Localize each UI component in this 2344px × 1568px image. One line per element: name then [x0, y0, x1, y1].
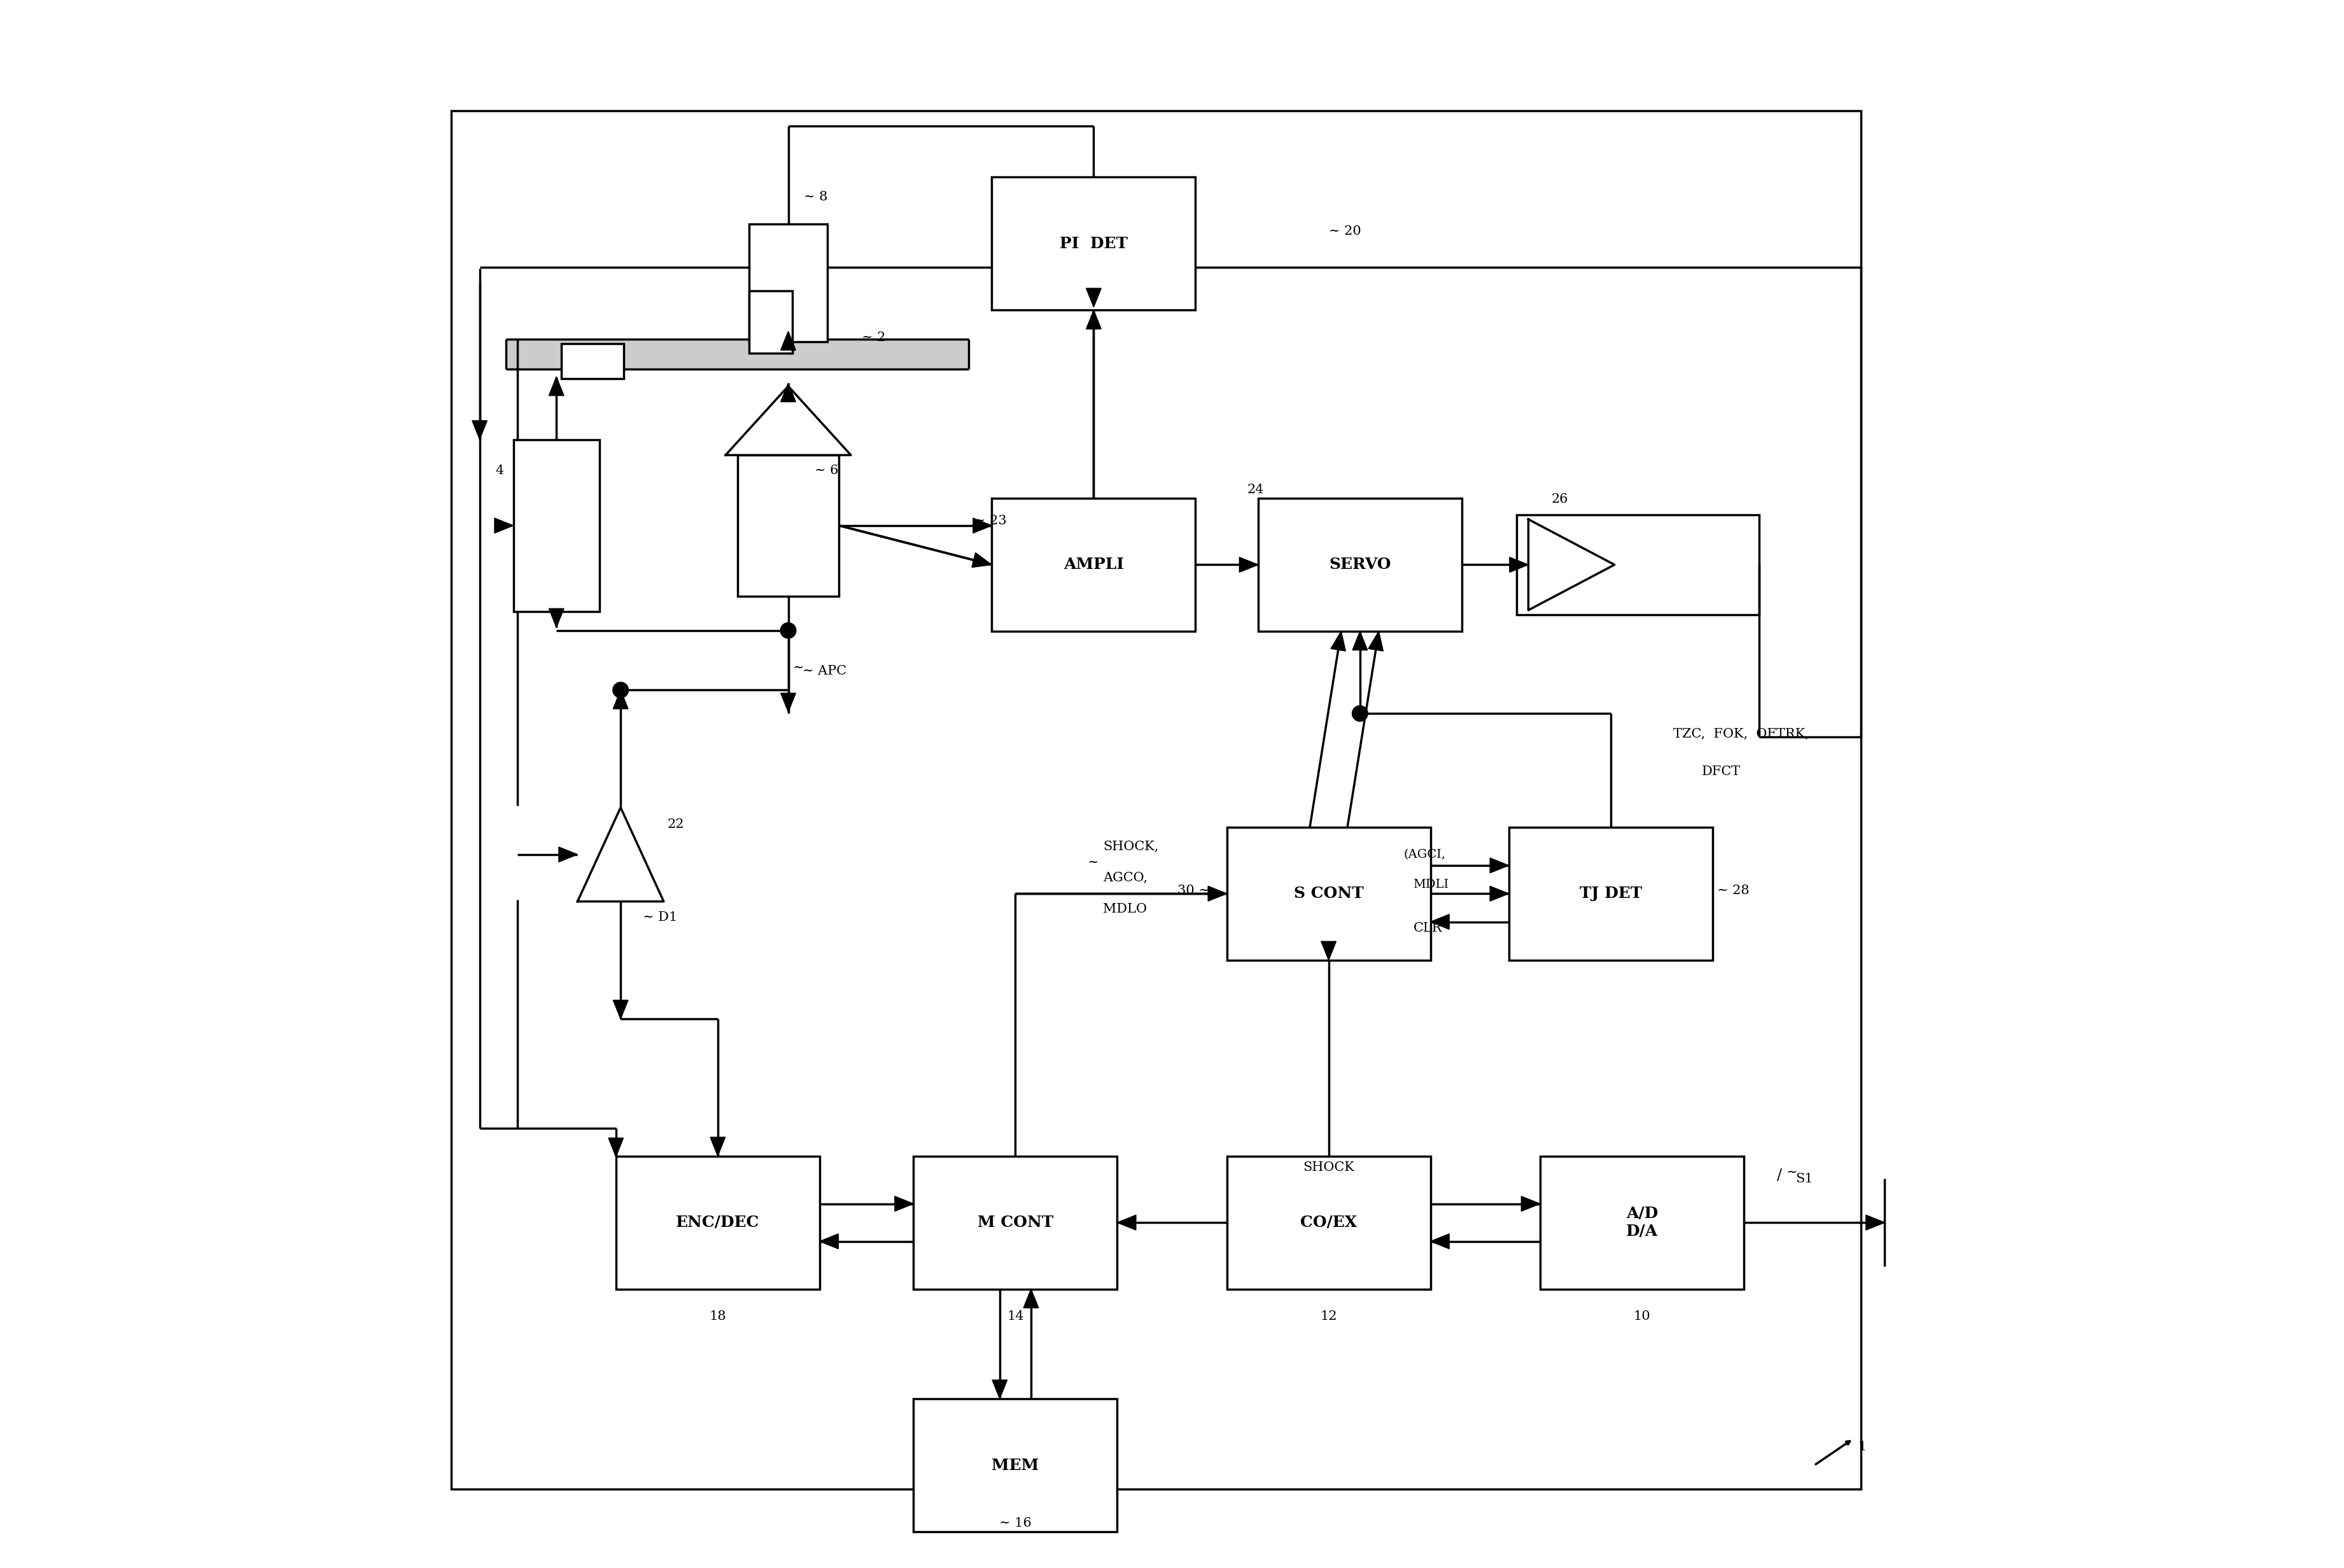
- FancyBboxPatch shape: [560, 343, 624, 378]
- Polygon shape: [471, 420, 488, 439]
- Polygon shape: [495, 517, 513, 533]
- FancyBboxPatch shape: [1226, 1156, 1430, 1289]
- FancyBboxPatch shape: [914, 1399, 1118, 1532]
- Polygon shape: [781, 331, 795, 350]
- Polygon shape: [577, 808, 663, 902]
- Polygon shape: [727, 386, 851, 455]
- Text: TZC,  FOK,  OFTRK,: TZC, FOK, OFTRK,: [1674, 728, 1810, 740]
- Polygon shape: [548, 608, 565, 627]
- Text: /: /: [1777, 1168, 1781, 1182]
- Text: ~: ~: [792, 662, 804, 674]
- Polygon shape: [1510, 557, 1528, 572]
- FancyBboxPatch shape: [616, 1156, 820, 1289]
- Text: M CONT: M CONT: [977, 1215, 1052, 1231]
- Polygon shape: [614, 690, 628, 709]
- Polygon shape: [781, 383, 795, 401]
- Text: ~ 16: ~ 16: [999, 1518, 1031, 1529]
- Polygon shape: [1491, 886, 1510, 902]
- Text: ENC/DEC: ENC/DEC: [675, 1215, 759, 1231]
- Text: CO/EX: CO/EX: [1301, 1215, 1357, 1231]
- Text: ~ 20: ~ 20: [1329, 226, 1362, 237]
- FancyBboxPatch shape: [992, 177, 1195, 310]
- Polygon shape: [1528, 519, 1615, 610]
- Polygon shape: [1085, 289, 1102, 307]
- Circle shape: [781, 622, 797, 638]
- Text: A/D
D/A: A/D D/A: [1627, 1206, 1657, 1239]
- Text: 30 ~: 30 ~: [1177, 884, 1210, 897]
- Text: MDLO: MDLO: [1104, 903, 1146, 916]
- Text: 12: 12: [1320, 1311, 1336, 1322]
- Text: 14: 14: [1008, 1311, 1024, 1322]
- Polygon shape: [1521, 1196, 1540, 1210]
- FancyBboxPatch shape: [738, 455, 839, 596]
- Text: S CONT: S CONT: [1294, 886, 1364, 902]
- FancyBboxPatch shape: [750, 290, 792, 353]
- Text: SHOCK: SHOCK: [1303, 1162, 1355, 1174]
- Polygon shape: [710, 1137, 724, 1156]
- Text: (AGCI,: (AGCI,: [1404, 848, 1446, 861]
- Text: CLR: CLR: [1413, 922, 1442, 935]
- Text: 22: 22: [668, 818, 684, 831]
- Text: ~: ~: [1786, 1167, 1798, 1179]
- Polygon shape: [1024, 1289, 1038, 1308]
- Polygon shape: [1369, 632, 1383, 651]
- Polygon shape: [1866, 1215, 1885, 1229]
- Text: 26: 26: [1552, 492, 1568, 505]
- Text: AMPLI: AMPLI: [1064, 557, 1123, 572]
- Text: 1: 1: [1859, 1441, 1866, 1452]
- Polygon shape: [1331, 632, 1345, 651]
- Polygon shape: [506, 339, 968, 368]
- Polygon shape: [1430, 1234, 1449, 1248]
- Polygon shape: [973, 517, 992, 533]
- Text: ~ 23: ~ 23: [975, 514, 1008, 527]
- Circle shape: [612, 682, 628, 698]
- Text: AGCO,: AGCO,: [1104, 872, 1149, 884]
- Polygon shape: [548, 376, 565, 395]
- Text: MDLI: MDLI: [1413, 878, 1449, 891]
- FancyBboxPatch shape: [1540, 1156, 1744, 1289]
- Text: 24: 24: [1247, 483, 1263, 495]
- Text: S1: S1: [1796, 1173, 1812, 1185]
- FancyBboxPatch shape: [914, 1156, 1118, 1289]
- Text: 10: 10: [1634, 1311, 1650, 1322]
- Polygon shape: [1430, 914, 1449, 930]
- Text: ~ 2: ~ 2: [863, 331, 886, 343]
- FancyBboxPatch shape: [750, 224, 827, 342]
- Text: 4: 4: [495, 464, 504, 477]
- Polygon shape: [973, 554, 992, 568]
- FancyBboxPatch shape: [1226, 826, 1430, 960]
- Text: SERVO: SERVO: [1329, 557, 1390, 572]
- Text: PI  DET: PI DET: [1059, 237, 1127, 251]
- FancyBboxPatch shape: [513, 439, 600, 612]
- Polygon shape: [609, 1138, 624, 1157]
- Text: ~ 28: ~ 28: [1718, 884, 1749, 897]
- Text: ~ APC: ~ APC: [802, 665, 846, 677]
- Text: ~ 6: ~ 6: [816, 464, 839, 477]
- Text: SHOCK,: SHOCK,: [1104, 840, 1158, 853]
- Text: TJ DET: TJ DET: [1580, 886, 1641, 902]
- Polygon shape: [1352, 632, 1367, 651]
- Text: DFCT: DFCT: [1702, 765, 1742, 778]
- Polygon shape: [1207, 886, 1226, 902]
- Polygon shape: [558, 847, 577, 862]
- Text: ~: ~: [1088, 856, 1099, 869]
- Circle shape: [1352, 706, 1369, 721]
- FancyBboxPatch shape: [1510, 826, 1713, 960]
- FancyBboxPatch shape: [1259, 499, 1463, 632]
- Polygon shape: [992, 1380, 1008, 1399]
- Text: ~ 8: ~ 8: [804, 191, 827, 202]
- Text: ~ D1: ~ D1: [642, 911, 677, 924]
- Polygon shape: [1240, 557, 1259, 572]
- Polygon shape: [781, 693, 795, 712]
- Polygon shape: [1118, 1215, 1137, 1229]
- Text: MEM: MEM: [992, 1458, 1038, 1472]
- Polygon shape: [1322, 941, 1336, 960]
- Polygon shape: [895, 1196, 914, 1210]
- Polygon shape: [1491, 858, 1510, 873]
- Polygon shape: [614, 1000, 628, 1019]
- Polygon shape: [820, 1234, 839, 1248]
- FancyBboxPatch shape: [992, 499, 1195, 632]
- Polygon shape: [1085, 310, 1102, 329]
- Text: 18: 18: [710, 1311, 727, 1322]
